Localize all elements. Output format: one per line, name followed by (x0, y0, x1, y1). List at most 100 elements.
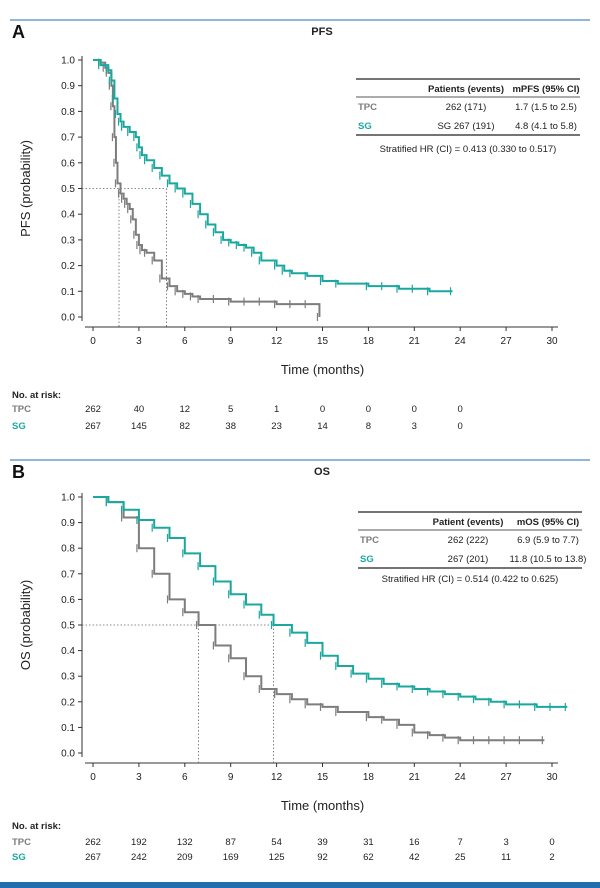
table-header: mOS (95% CI) (517, 517, 579, 528)
series-line-tpc (93, 59, 321, 317)
panel-label: B (12, 462, 25, 482)
x-tick-label: 30 (546, 336, 558, 347)
at-risk-value: 31 (363, 837, 374, 848)
x-tick-label: 12 (271, 772, 283, 783)
x-axis-label: Time (months) (281, 362, 364, 377)
at-risk-value: 92 (317, 852, 328, 863)
y-tick-label: 0.4 (61, 210, 75, 221)
bottom-border (0, 882, 600, 888)
table-header: Patients (events) (428, 84, 504, 95)
at-risk-value: 23 (271, 421, 282, 432)
at-risk-heading: No. at risk: (12, 390, 61, 401)
x-tick-label: 9 (228, 772, 234, 783)
at-risk-value: 132 (177, 837, 193, 848)
hazard-ratio: Stratified HR (CI) = 0.413 (0.330 to 0.5… (380, 144, 557, 155)
at-risk-value: 39 (317, 837, 328, 848)
x-tick-label: 12 (271, 336, 283, 347)
x-tick-label: 24 (455, 336, 467, 347)
y-tick-label: 0.4 (61, 646, 75, 657)
at-risk-label: SG (12, 421, 26, 432)
at-risk-value: 2 (549, 852, 554, 863)
table-header: mPFS (95% CI) (512, 84, 579, 95)
y-tick-label: 0.3 (61, 672, 75, 683)
summary-table: Patient (events) mOS (95% CI) TPC 262 (222)… (358, 511, 587, 585)
table-cell: 1.7 (1.5 to 2.5) (515, 102, 577, 113)
at-risk-value: 125 (269, 852, 285, 863)
y-tick-label: 0.2 (61, 261, 75, 272)
table-cell: SG 267 (191) (437, 121, 494, 132)
y-tick-label: 1.0 (61, 56, 75, 67)
table-cell: 267 (201) (448, 554, 489, 565)
at-risk-value: 0 (366, 404, 371, 415)
x-tick-label: 21 (409, 772, 421, 783)
chart-title: PFS (311, 26, 332, 38)
y-axis-label: PFS (probability) (18, 140, 33, 237)
x-tick-label: 9 (228, 336, 234, 347)
x-tick-label: 21 (409, 336, 421, 347)
y-tick-label: 0.3 (61, 235, 75, 246)
x-tick-label: 3 (136, 772, 142, 783)
series-line-tpc (93, 496, 545, 742)
at-risk-value: 87 (225, 837, 236, 848)
at-risk-value: 3 (503, 837, 508, 848)
x-tick-label: 0 (90, 772, 96, 783)
x-tick-label: 27 (501, 336, 513, 347)
panel-b: B OS 0.0 0.1 0.2 0.3 0.4 0.5 0.6 0.7 0.8 0.9 1.0 0 3 6 9… (10, 459, 590, 863)
at-risk-value: 62 (363, 852, 374, 863)
at-risk-value: 7 (458, 837, 463, 848)
y-tick-label: 0.1 (61, 723, 75, 734)
y-tick-label: 0.9 (61, 81, 75, 92)
at-risk-value: 1 (274, 404, 279, 415)
y-tick-label: 0.6 (61, 595, 75, 606)
panel-label: A (12, 22, 25, 42)
x-tick-label: 0 (90, 336, 96, 347)
y-tick-label: 0.5 (61, 184, 75, 195)
at-risk-value: 209 (177, 852, 193, 863)
x-tick-label: 15 (317, 336, 329, 347)
at-risk-value: 40 (134, 404, 145, 415)
at-risk-value: 267 (85, 421, 101, 432)
x-tick-label: 6 (182, 336, 188, 347)
x-tick-label: 24 (455, 772, 467, 783)
y-tick-label: 0.2 (61, 697, 75, 708)
at-risk-value: 12 (180, 404, 191, 415)
x-tick-label: 15 (317, 772, 329, 783)
panel-a: A PFS 0.0 0.1 0.2 0.3 0.4 0.5 0.6 0.7 0.8 0.9 1.0 0 3 6… (10, 19, 590, 432)
series-line-sg (93, 496, 568, 708)
at-risk-value: 14 (317, 421, 328, 432)
at-risk-heading: No. at risk: (12, 821, 61, 832)
x-tick-label: 30 (546, 772, 558, 783)
at-risk-value: 82 (180, 421, 191, 432)
x-tick-label: 18 (363, 336, 375, 347)
at-risk-value: 42 (409, 852, 420, 863)
table-row-label: SG (358, 121, 372, 132)
at-risk-label: SG (12, 852, 26, 863)
y-tick-label: 0.8 (61, 107, 75, 118)
y-tick-label: 0.0 (61, 313, 75, 324)
series-line-sg (93, 59, 453, 293)
at-risk-value: 169 (223, 852, 239, 863)
y-tick-label: 0.8 (61, 544, 75, 555)
table-row-label: TPC (360, 535, 379, 546)
summary-table: Patients (events) mPFS (95% CI) TPC 262 (17… (356, 78, 580, 155)
x-tick-label: 3 (136, 336, 142, 347)
at-risk-value: 25 (455, 852, 466, 863)
table-cell: 11.8 (10.5 to 13.8) (510, 554, 587, 565)
at-risk-value: 8 (366, 421, 371, 432)
x-tick-label: 18 (363, 772, 375, 783)
x-tick-label: 27 (501, 772, 513, 783)
chart-title: OS (314, 466, 330, 478)
at-risk-value: 3 (412, 421, 417, 432)
at-risk-value: 11 (501, 852, 511, 863)
at-risk-value: 0 (458, 404, 463, 415)
at-risk-value: 267 (85, 852, 101, 863)
at-risk-value: 0 (412, 404, 417, 415)
at-risk-value: 262 (85, 404, 101, 415)
y-tick-label: 0.1 (61, 287, 75, 298)
y-tick-label: 0.5 (61, 621, 75, 632)
y-axis-label: OS (probability) (18, 580, 33, 670)
y-tick-label: 0.7 (61, 133, 75, 144)
table-cell: 4.8 (4.1 to 5.8) (515, 121, 577, 132)
at-risk-value: 38 (225, 421, 236, 432)
